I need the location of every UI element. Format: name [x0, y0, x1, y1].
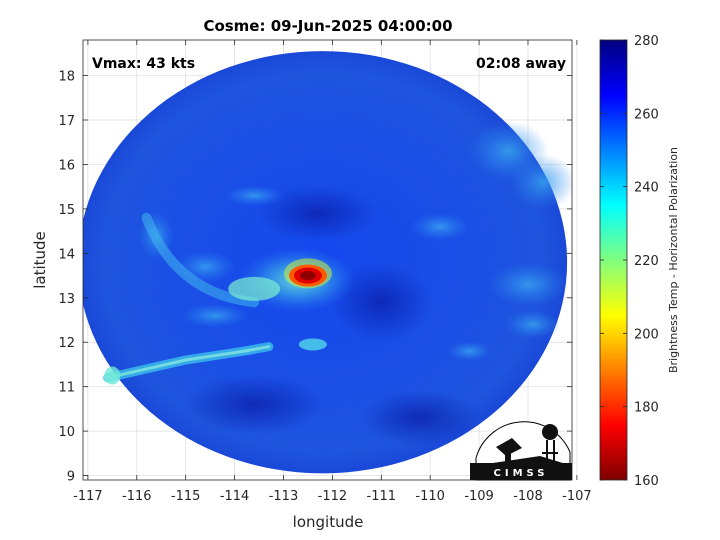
core-coldest — [299, 271, 316, 281]
cloud-patch — [487, 262, 568, 307]
x-tick-label: -110 — [415, 489, 445, 504]
convective-cell — [228, 276, 281, 301]
plot-area: -117 -116 -115 -114 -113 -112 -111 -110 -109 -108… — [58, 39, 592, 504]
y-tick-label: 10 — [58, 425, 75, 440]
x-tick-label: -111 — [367, 489, 397, 504]
x-tick-label: -117 — [73, 489, 103, 504]
vmax-label: Vmax: 43 kts — [92, 56, 195, 72]
x-tick-label: -108 — [513, 489, 543, 504]
y-tick-label: 12 — [58, 336, 75, 351]
x-tick-label: -109 — [464, 489, 494, 504]
y-tick-label: 17 — [58, 114, 75, 129]
x-tick-label: -107 — [562, 489, 592, 504]
cloud-patch — [224, 185, 285, 206]
y-tick-label: 18 — [58, 70, 75, 85]
plot-frame — [82, 39, 573, 481]
cloud-patch — [360, 389, 481, 446]
rain-cell — [104, 366, 121, 385]
y-tick-label: 14 — [58, 247, 75, 262]
cloud-patch — [447, 341, 492, 362]
spiral-arm — [141, 212, 260, 308]
y-tick-label: 9 — [67, 470, 75, 485]
cloud-patch — [184, 374, 325, 435]
chart-title: Cosme: 09-Jun-2025 04:00:00 — [203, 17, 452, 35]
cloud-patch — [257, 185, 378, 242]
colorbar-tick-label: 240 — [634, 181, 659, 196]
cloud-patch — [409, 212, 470, 241]
y-tick-label: 15 — [58, 203, 75, 218]
y-tick-label: 11 — [58, 381, 75, 396]
cimss-logo: CIMSS — [470, 421, 572, 481]
cloud-patch — [510, 154, 572, 211]
colorbar-tick-label: 160 — [634, 474, 659, 489]
x-tick-label: -116 — [122, 489, 152, 504]
cloud-patch — [504, 310, 561, 339]
colorbar-tick-label: 200 — [634, 327, 659, 342]
colorbar-tick-label: 260 — [634, 107, 659, 122]
y-tick-label: 13 — [58, 292, 75, 307]
cloud-patch — [331, 262, 432, 343]
colorbar-tick-label: 220 — [634, 254, 659, 269]
colorbar: 160 180 200 220 240 260 280 Brightness Temp - … — [599, 34, 680, 489]
y-tick-label: 16 — [58, 158, 75, 173]
rain-cell — [298, 338, 327, 351]
y-axis-label: latitude — [31, 231, 49, 289]
cloud-patch — [181, 303, 250, 328]
x-tick-label: -115 — [171, 489, 201, 504]
colorbar-tick-label: 280 — [634, 34, 659, 49]
x-tick-label: -114 — [220, 489, 250, 504]
colorbar-tick-label: 180 — [634, 401, 659, 416]
x-axis-ticks: -117 -116 -115 -114 -113 -112 -111 -110 -109 -108… — [73, 40, 592, 504]
logo-text: CIMSS — [494, 468, 549, 479]
colorbar-gradient — [599, 39, 628, 481]
rain-band-core — [105, 345, 271, 380]
x-tick-label: -112 — [318, 489, 348, 504]
colorbar-ticks: 160 180 200 220 240 260 280 — [600, 34, 659, 489]
colorbar-label: Brightness Temp - Horizontal Polarizatio… — [667, 147, 680, 373]
swath-image — [83, 51, 572, 474]
time-away-label: 02:08 away — [476, 56, 566, 72]
x-tick-label: -113 — [269, 489, 299, 504]
x-axis-label: longitude — [293, 513, 364, 531]
y-axis-ticks: 9 10 11 12 13 14 15 16 17 18 — [58, 70, 572, 485]
